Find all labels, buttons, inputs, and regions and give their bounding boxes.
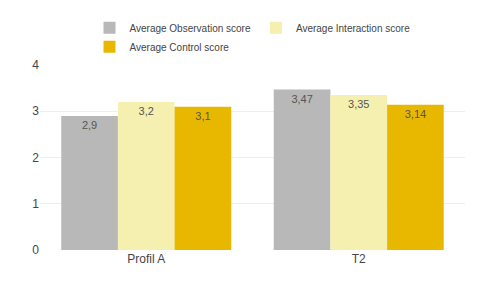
svg-text:4: 4 — [32, 58, 39, 72]
svg-text:3,14: 3,14 — [405, 108, 426, 120]
svg-text:Profil A: Profil A — [127, 252, 165, 266]
svg-text:Average Control score: Average Control score — [130, 42, 230, 53]
svg-text:1: 1 — [32, 197, 39, 211]
svg-text:3,1: 3,1 — [195, 110, 210, 122]
svg-text:3,47: 3,47 — [291, 93, 312, 105]
svg-text:Average Interaction score: Average Interaction score — [296, 23, 410, 34]
svg-text:2: 2 — [32, 151, 39, 165]
svg-text:3,2: 3,2 — [139, 105, 154, 117]
svg-text:0: 0 — [32, 243, 39, 257]
svg-text:2,9: 2,9 — [82, 119, 97, 131]
svg-text:3: 3 — [32, 104, 39, 118]
svg-text:Average Observation score: Average Observation score — [130, 23, 251, 34]
svg-text:T2: T2 — [352, 252, 366, 266]
svg-text:3,35: 3,35 — [348, 98, 369, 110]
